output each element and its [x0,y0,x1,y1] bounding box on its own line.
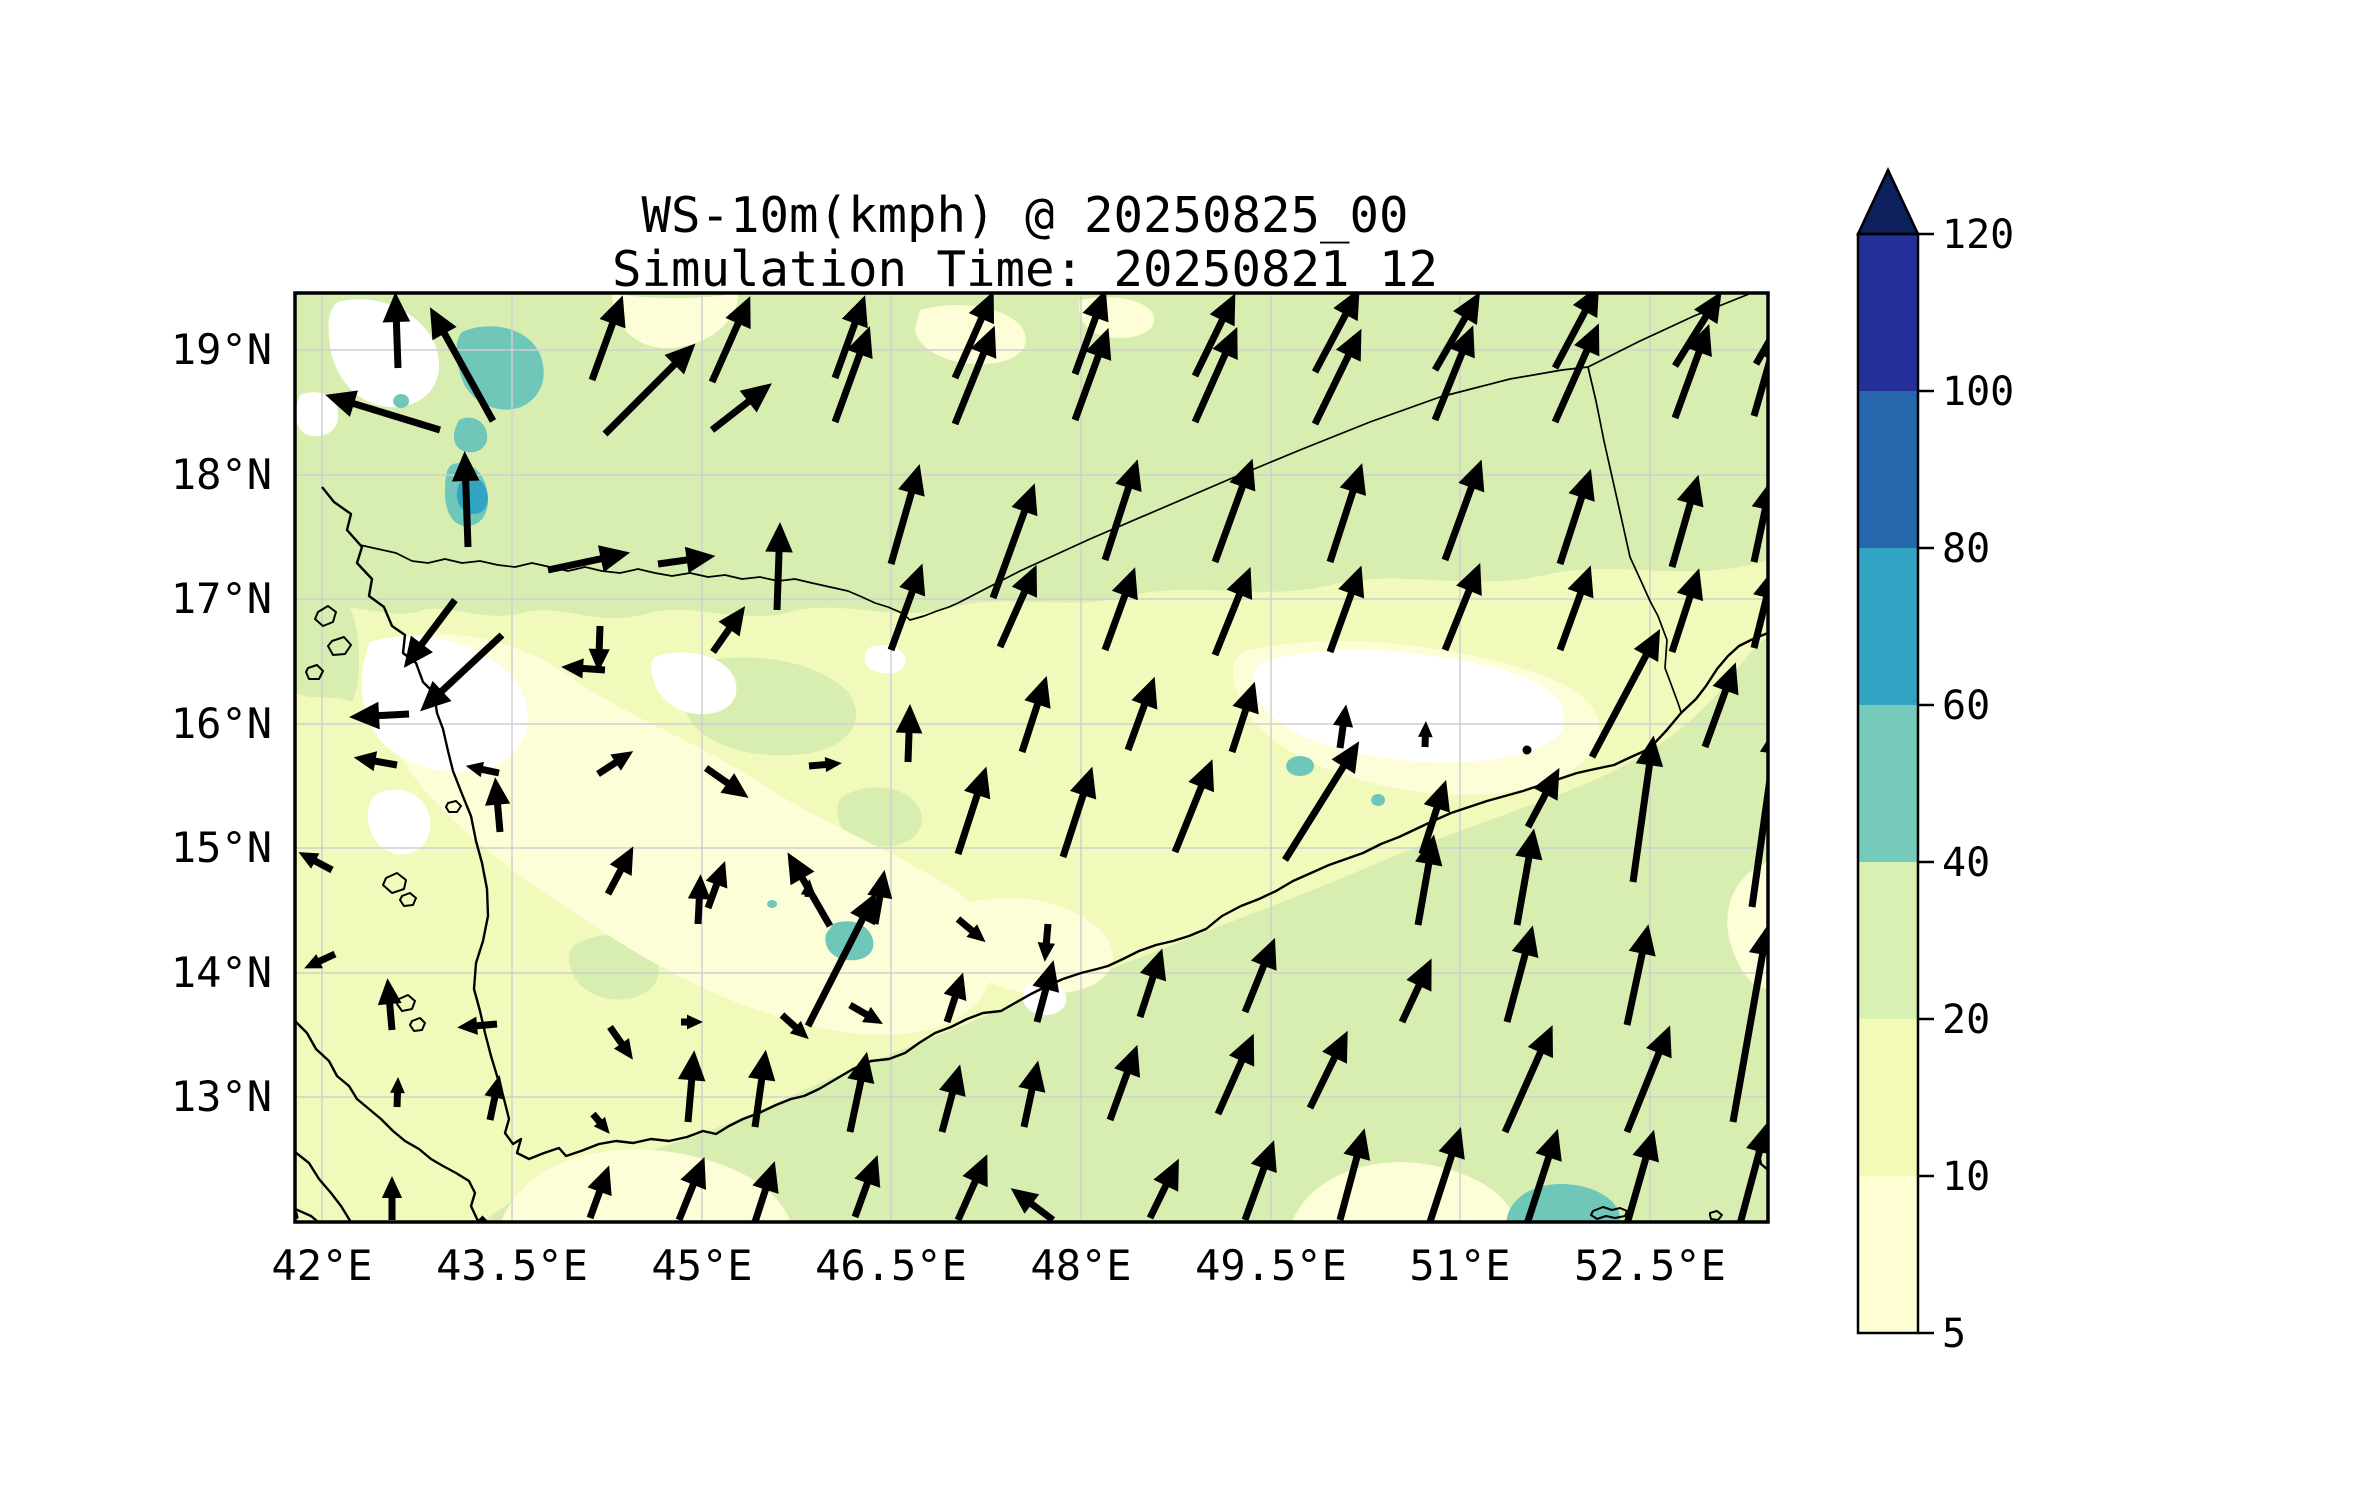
colorbar: 5 10 20 40 60 80 100 120 [1858,170,2014,1357]
colorbar-segment [1858,705,1918,862]
contour-fill-40-60 [393,394,409,408]
x-axis-tick-label: 45°E [651,1241,752,1290]
wind-arrow-shaft [376,714,409,716]
colorbar-tick-label: 40 [1942,840,1990,886]
x-axis-tick-label: 43.5°E [436,1241,588,1290]
y-axis-tick-label: 14°N [171,948,272,997]
wind-arrow-shaft [1046,924,1048,946]
x-axis-tick-label: 42°E [271,1241,372,1290]
colorbar-tick-label: 10 [1942,1154,1990,1200]
plot-title: WS-10m(kmph) @ 20250825_00 [641,187,1408,244]
colorbar-segment [1858,548,1918,705]
wind-arrow-shaft [396,319,398,368]
colorbar-segment [1858,391,1918,548]
x-axis-tick-label: 52.5°E [1574,1241,1726,1290]
contour-fill-40-60 [767,900,777,908]
wind-arrow-shaft [497,802,500,832]
colorbar-tick-label: 60 [1942,683,1990,729]
wind-arrow-shaft [372,761,397,765]
wind-arrow-shaft [580,668,605,670]
y-axis-tick-label: 17°N [171,574,272,623]
wind-arrow-shaft [599,626,600,652]
wind-arrow-shaft [474,1024,497,1026]
y-axis-tick-label: 16°N [171,699,272,748]
x-axis-tick-label: 51°E [1409,1241,1510,1290]
x-axis-tick-label: 49.5°E [1195,1241,1347,1290]
wind-arrow-shaft [658,560,690,564]
wind-arrow-shaft [389,1001,392,1030]
y-axis-tick-label: 19°N [171,325,272,374]
wind-arrow-head [1768,296,1795,329]
plot-subtitle: Simulation Time: 20250821_12 [612,241,1438,298]
x-axis-tick-label: 48°E [1030,1241,1131,1290]
wind-arrow-head [271,1210,288,1224]
y-axis-tick-label: 18°N [171,450,272,499]
x-axis-tick-label: 46.5°E [815,1241,967,1290]
wind-arrow-shaft [688,1077,692,1122]
wind-arrow-shaft [908,730,909,762]
wind-arrow-shaft [698,896,699,924]
colorbar-tick-label: 80 [1942,526,1990,572]
colorbar-segment [1858,1176,1918,1333]
map-plot-area [271,285,1795,1239]
colorbar-segment [1858,234,1918,391]
colorbar-extend-arrow [1858,170,1918,234]
wind-arrow-head [485,1223,502,1240]
wind-arrow-shaft [466,478,468,547]
contour-fill-40-60 [1286,756,1314,776]
y-axis-tick-label: 13°N [171,1072,272,1121]
contour-fill-40-60 [1371,794,1385,806]
colorbar-segment [1858,1019,1918,1176]
colorbar-tick-label: 120 [1942,212,2014,258]
wind-arrow-shaft [1340,723,1343,748]
colorbar-tick-label: 100 [1942,369,2014,415]
wind-arrow-calm [1523,746,1532,755]
colorbar-tick-label: 5 [1942,1311,1966,1357]
colorbar-segment [1858,862,1918,1019]
wind-arrow-shaft [777,549,779,610]
y-axis-tick-label: 15°N [171,823,272,872]
colorbar-tick-label: 20 [1942,997,1990,1043]
